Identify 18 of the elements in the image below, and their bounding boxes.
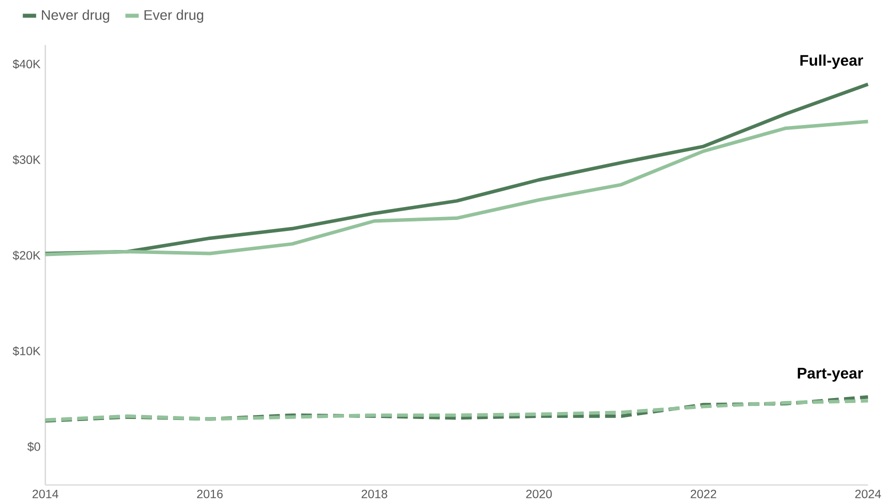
- line-series: [44, 395, 870, 423]
- legend-label: Ever drug: [144, 10, 204, 23]
- x-tick-label: 2020: [526, 490, 552, 498]
- line-series: [44, 120, 870, 256]
- y-tick-label: $40K: [12, 59, 40, 69]
- y-tick-label: $20K: [12, 250, 40, 260]
- annotation: Part-year: [798, 368, 864, 382]
- x-tick-label: 2022: [690, 490, 716, 498]
- x-tick-label: 2014: [32, 490, 58, 498]
- legend-label: Never drug: [42, 10, 110, 23]
- y-tick-label: $0: [27, 442, 40, 452]
- y-tick-label: $10K: [12, 346, 40, 356]
- x-tick-label: 2016: [197, 490, 223, 498]
- x-tick-label: 2024: [855, 490, 881, 498]
- x-tick-label: 2018: [362, 490, 388, 498]
- y-tick-label: $30K: [12, 154, 40, 165]
- annotation: Full-year: [800, 54, 864, 69]
- line-series: [44, 399, 870, 422]
